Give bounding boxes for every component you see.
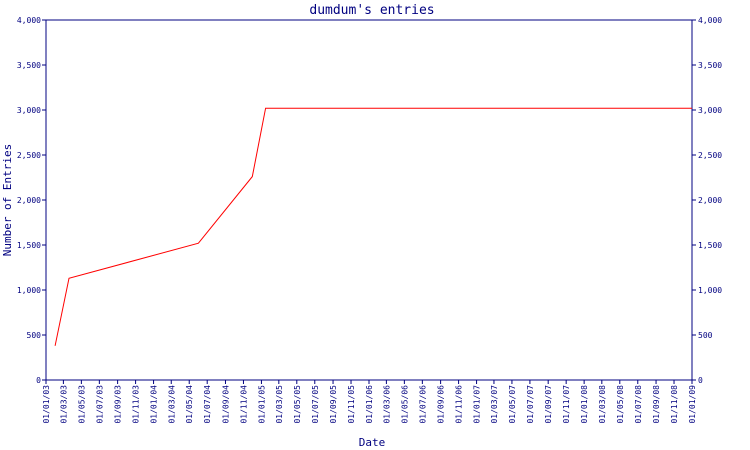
x-tick-label: 01/07/05	[311, 385, 320, 424]
x-tick-label: 01/11/06	[455, 385, 464, 424]
chart-title: dumdum's entries	[309, 3, 434, 18]
y-tick-label-left: 4,000	[17, 16, 41, 25]
x-tick-label: 01/03/05	[275, 385, 284, 424]
x-tick-label: 01/07/07	[526, 385, 535, 424]
x-tick-label: 01/05/03	[77, 385, 86, 424]
y-tick-label-left: 3,000	[17, 106, 41, 115]
x-tick-label: 01/11/03	[132, 385, 141, 424]
y-tick-label-right: 3,500	[698, 61, 722, 70]
x-axis-title: Date	[359, 436, 386, 449]
y-axis-right: 0 500 1,000 1,500 2,000 2,500 3,000 3,500 4,000	[692, 16, 722, 385]
x-tick-label: 01/05/05	[293, 385, 302, 424]
y-tick-label-right: 500	[698, 331, 713, 340]
x-tick-label: 01/05/07	[508, 385, 517, 424]
x-tick-label: 01/07/04	[203, 385, 212, 424]
y-tick-label-left: 500	[27, 331, 42, 340]
y-tick-label-left: 1,500	[17, 241, 41, 250]
y-tick-label-right: 2,500	[698, 151, 722, 160]
x-tick-label: 01/01/05	[257, 385, 266, 424]
x-tick-label: 01/09/07	[544, 385, 553, 424]
x-tick-label: 01/05/04	[185, 385, 194, 424]
x-tick-label: 01/09/05	[329, 385, 338, 424]
x-tick-label: 01/07/08	[634, 385, 643, 424]
y-axis-left: 0 500 1,000 1,500 2,000 2,500 3,000 3,500 4,000	[17, 16, 46, 385]
x-axis: 01/01/03 01/03/03 01/05/03 01/07/03 01/09/03…	[42, 380, 697, 424]
x-tick-label: 01/11/07	[562, 385, 571, 424]
x-tick-label: 01/03/03	[59, 385, 68, 424]
x-tick-label: 01/03/07	[490, 385, 499, 424]
x-tick-label: 01/03/06	[382, 385, 391, 424]
x-tick-label: 01/01/08	[580, 385, 589, 424]
y-tick-label-left: 0	[36, 376, 41, 385]
x-tick-label: 01/03/04	[167, 385, 176, 424]
y-tick-label-left: 3,500	[17, 61, 41, 70]
x-tick-label: 01/11/05	[347, 385, 356, 424]
x-tick-label: 01/03/08	[598, 385, 607, 424]
x-tick-label: 01/01/07	[473, 385, 482, 424]
y-tick-label-right: 3,000	[698, 106, 722, 115]
y-tick-label-right: 0	[698, 376, 703, 385]
plot-frame	[45, 19, 693, 381]
x-tick-label: 01/09/03	[114, 385, 123, 424]
y-tick-label-right: 2,000	[698, 196, 722, 205]
x-tick-label: 01/01/09	[688, 385, 697, 424]
y-tick-label-right: 4,000	[698, 16, 722, 25]
series-layer	[54, 107, 692, 346]
x-tick-label: 01/01/06	[365, 385, 374, 424]
x-tick-label: 01/07/06	[418, 385, 427, 424]
y-axis-title: Number of Entries	[1, 144, 14, 257]
y-tick-label-right: 1,500	[698, 241, 722, 250]
x-tick-label: 01/11/08	[670, 385, 679, 424]
x-tick-label: 01/05/06	[400, 385, 409, 424]
x-tick-label: 01/09/06	[437, 385, 446, 424]
x-tick-label: 01/05/08	[616, 385, 625, 424]
x-tick-label: 01/07/03	[95, 385, 104, 424]
x-tick-label: 01/01/03	[42, 385, 51, 424]
y-tick-label-left: 2,000	[17, 196, 41, 205]
x-tick-label: 01/09/04	[221, 385, 230, 424]
x-tick-label: 01/09/08	[652, 385, 661, 424]
y-tick-label-left: 1,000	[17, 286, 41, 295]
x-tick-label: 01/11/04	[239, 385, 248, 424]
x-tick-label: 01/01/04	[150, 385, 159, 424]
y-tick-label-right: 1,000	[698, 286, 722, 295]
y-tick-label-left: 2,500	[17, 151, 41, 160]
series-line	[54, 107, 692, 346]
